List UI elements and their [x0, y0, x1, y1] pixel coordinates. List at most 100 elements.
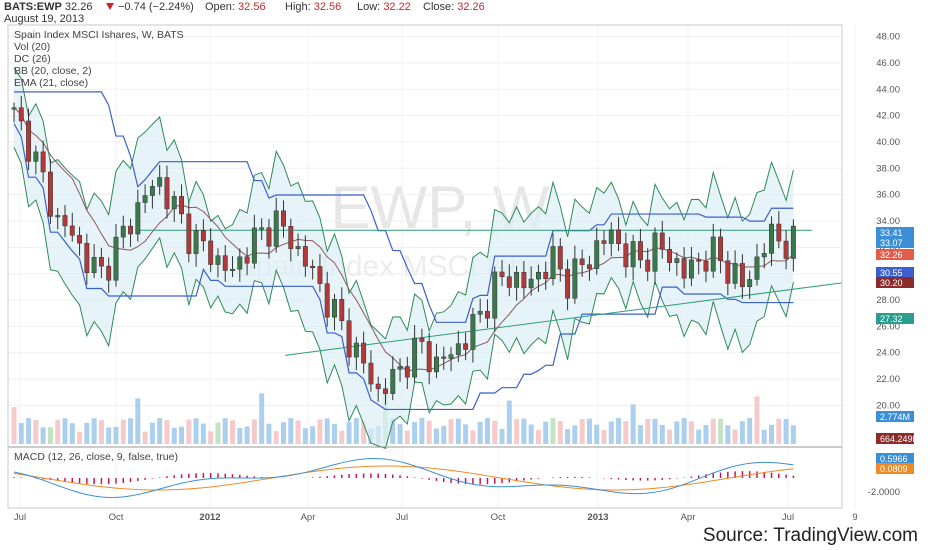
- volume-bar: [317, 419, 323, 444]
- volume-bar: [470, 430, 476, 444]
- price-tag-box: [876, 227, 914, 238]
- candle-body: [703, 261, 709, 272]
- candle-body: [55, 215, 61, 218]
- candle-body: [383, 388, 388, 394]
- volume-bar: [557, 420, 563, 444]
- candle-body: [193, 230, 199, 254]
- volume-bar: [433, 428, 439, 444]
- y-tick-label: 24.00: [876, 348, 900, 359]
- volume-bar: [601, 429, 607, 444]
- volume-bar: [404, 430, 410, 444]
- candle-body: [230, 268, 235, 271]
- volume-bar: [594, 424, 600, 444]
- y-tick-label: 46.00: [876, 58, 900, 69]
- candle-body: [594, 240, 600, 269]
- bollinger-fill: [14, 68, 794, 449]
- price-tag-label: 2.774M: [880, 412, 910, 422]
- candle-body: [579, 258, 585, 265]
- macd-y-tick: -2.0000: [868, 487, 900, 498]
- candle-body: [718, 236, 723, 262]
- y-axis: 48.00 46.00 44.00 42.00 40.00 38.00 36.00 34.00…: [868, 32, 900, 498]
- x-tick-label: Jul: [396, 512, 408, 523]
- x-tick-label: Apr: [681, 512, 696, 523]
- price-tag-box: [876, 249, 914, 260]
- candle-body: [77, 235, 83, 244]
- candle-body: [404, 366, 410, 378]
- svg-text:Low: 32.22: Low: 32.22: [357, 1, 411, 13]
- candle-body: [659, 232, 665, 250]
- candle-body: [40, 151, 46, 173]
- volume-bar: [266, 423, 272, 444]
- volume-bar: [783, 418, 789, 444]
- candle-body: [47, 171, 53, 217]
- candle-body: [608, 229, 614, 244]
- volume-bar: [484, 418, 490, 444]
- volume-bar: [732, 429, 738, 444]
- candle-body: [106, 265, 112, 281]
- candle-body: [171, 196, 177, 210]
- volume-bar: [251, 419, 257, 444]
- y-tick-label: 26.00: [876, 321, 900, 332]
- volume-bar: [674, 421, 680, 444]
- price-tag-label: 0.0809: [880, 464, 908, 474]
- candle-body: [616, 229, 622, 244]
- candle-body: [353, 342, 359, 358]
- volume-bar: [128, 418, 134, 444]
- legend-bb: BB (20, close, 2): [14, 65, 92, 77]
- volume-bar: [623, 421, 629, 444]
- candle-body: [725, 260, 731, 284]
- volume-bar: [696, 429, 702, 444]
- candle-body: [361, 342, 367, 364]
- donchian-upper: [14, 91, 794, 323]
- candle-body: [222, 255, 228, 271]
- volume-bars: [11, 393, 796, 444]
- volume-bar: [47, 427, 53, 444]
- price-tag-box: [876, 411, 914, 422]
- candle-body: [179, 196, 184, 215]
- candle-body: [769, 223, 774, 254]
- candle-body: [448, 354, 454, 359]
- low-label: Low:: [357, 1, 380, 13]
- candle-body: [251, 227, 257, 264]
- candle-body: [557, 246, 563, 270]
- legend-dc: DC (26): [14, 53, 51, 65]
- candle-body: [623, 243, 629, 268]
- volume-bar: [69, 423, 75, 444]
- volume-bar: [193, 418, 199, 444]
- candle-body: [113, 236, 119, 281]
- volume-bar: [463, 424, 469, 444]
- volume-bar: [288, 418, 294, 444]
- candle-body: [492, 271, 498, 319]
- volume-bar: [506, 400, 512, 444]
- volume-bar: [645, 418, 651, 444]
- x-axis: Jul Oct 2012 Apr Jul Oct 2013 Apr Jul 9: [14, 512, 858, 523]
- volume-bar: [747, 418, 753, 444]
- volume-bar: [120, 419, 126, 444]
- price-tag-box: [876, 463, 914, 474]
- candle-body: [142, 195, 148, 203]
- candle-body: [208, 240, 214, 265]
- volume-bar: [477, 421, 483, 444]
- volume-bar: [616, 418, 622, 444]
- x-tick-label: Apr: [301, 512, 316, 523]
- header-ticker: BATS:EWP: [4, 1, 62, 13]
- volume-bar: [761, 429, 767, 444]
- candle-body: [11, 107, 17, 110]
- candle-body: [332, 299, 337, 318]
- volume-bar: [324, 418, 330, 444]
- volume-bar: [543, 421, 549, 444]
- price-tag-box: [876, 277, 914, 288]
- header-last: 32.26: [65, 1, 93, 13]
- volume-bar: [514, 419, 520, 444]
- candle-body: [463, 343, 469, 350]
- volume-bar: [331, 423, 337, 444]
- volume-bar: [535, 430, 541, 444]
- candle-body: [441, 356, 447, 359]
- volume-bar: [149, 422, 155, 444]
- volume-bar: [703, 424, 709, 444]
- volume-bar: [397, 424, 403, 444]
- y-tick-label: 42.00: [876, 111, 900, 122]
- candle-body: [761, 253, 767, 258]
- candle-body: [528, 278, 534, 289]
